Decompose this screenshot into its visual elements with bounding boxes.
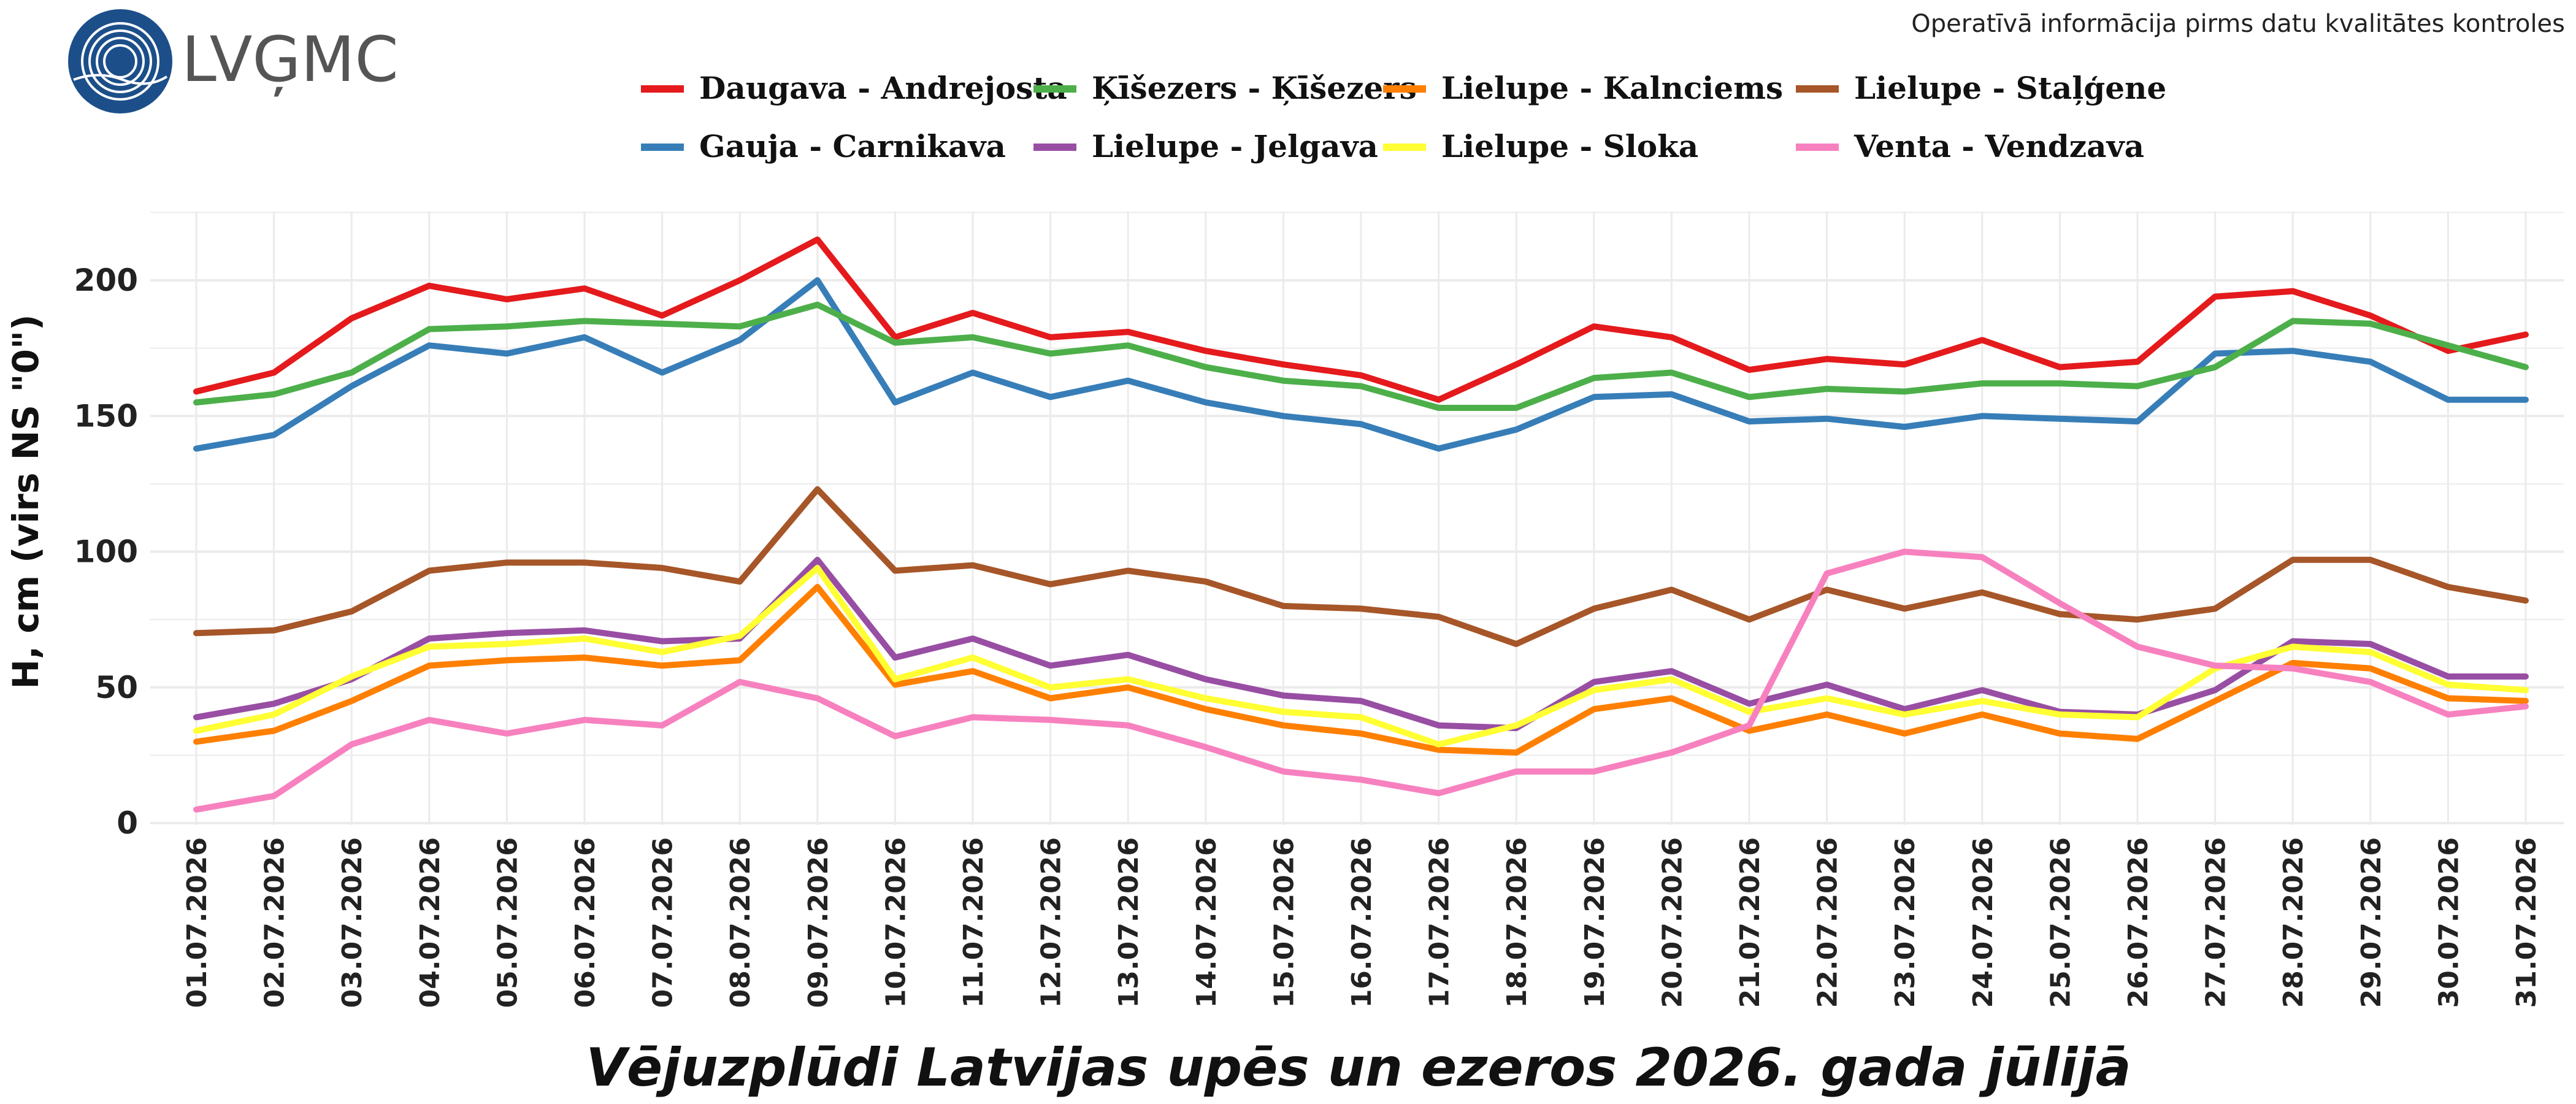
series-line — [193, 584, 2529, 756]
y-tick-label: 150 — [74, 398, 138, 434]
x-tick-label: 31.07.2026 — [2511, 837, 2542, 1008]
x-tick-label: 29.07.2026 — [2356, 837, 2387, 1008]
y-axis-ticks: 0 50 100 150 200 — [74, 263, 138, 841]
x-tick-label: 28.07.2026 — [2278, 837, 2309, 1008]
x-tick-label: 10.07.2026 — [880, 837, 911, 1008]
legend-item: Lielupe - Kalnciems — [1383, 70, 1783, 106]
y-tick-label: 0 — [117, 805, 138, 841]
x-tick-label: 25.07.2026 — [2045, 837, 2076, 1008]
x-tick-label: 30.07.2026 — [2433, 837, 2464, 1008]
y-axis-label: H, cm (virs NS "0") — [5, 314, 47, 689]
legend-item: Daugava - Andrejosta — [641, 70, 1067, 106]
legend-item: Lielupe - Jelgava — [1033, 128, 1378, 164]
x-tick-label: 02.07.2026 — [259, 837, 291, 1008]
series-line — [193, 565, 2529, 748]
legend-label: Gauja - Carnikava — [699, 128, 1006, 164]
x-tick-label: 11.07.2026 — [958, 837, 989, 1008]
y-tick-label: 50 — [95, 670, 138, 705]
x-tick-label: 20.07.2026 — [1657, 837, 1688, 1008]
x-tick-label: 04.07.2026 — [415, 837, 446, 1008]
legend-label: Lielupe - Jelgava — [1092, 128, 1378, 164]
x-tick-label: 16.07.2026 — [1346, 837, 1378, 1008]
logo-emblem-icon — [68, 9, 172, 113]
x-tick-label: 14.07.2026 — [1191, 837, 1222, 1008]
x-tick-label: 07.07.2026 — [648, 837, 679, 1008]
x-tick-label: 15.07.2026 — [1268, 837, 1300, 1008]
legend-item: Lielupe - Staļģene — [1796, 70, 2166, 106]
x-tick-label: 08.07.2026 — [725, 837, 756, 1008]
x-tick-label: 06.07.2026 — [570, 837, 601, 1008]
y-tick-label: 100 — [74, 534, 138, 570]
legend: Daugava - Andrejosta Gauja - Carnikava Ķīš… — [641, 70, 2166, 164]
x-tick-label: 05.07.2026 — [492, 837, 523, 1008]
x-tick-label: 26.07.2026 — [2123, 837, 2154, 1008]
x-tick-label: 23.07.2026 — [1890, 837, 1921, 1008]
x-tick-label: 21.07.2026 — [1735, 837, 1766, 1008]
legend-item: Gauja - Carnikava — [641, 128, 1006, 164]
x-axis-ticks: 01.07.2026 02.07.2026 03.07.2026 04.07.2026… — [182, 837, 2542, 1008]
series-line — [193, 548, 2529, 813]
x-tick-label: 24.07.2026 — [1968, 837, 1999, 1008]
x-tick-label: 03.07.2026 — [337, 837, 368, 1008]
x-tick-label: 18.07.2026 — [1501, 837, 1533, 1008]
x-tick-label: 01.07.2026 — [182, 837, 213, 1008]
x-tick-label: 17.07.2026 — [1424, 837, 1455, 1008]
legend-label: Daugava - Andrejosta — [699, 70, 1067, 106]
legend-item: Ķīšezers - Ķīšezers — [1033, 70, 1417, 106]
logo: LVĢMC — [68, 9, 399, 113]
data-quality-note: Operatīvā informācija pirms datu kvalitā… — [1911, 10, 2565, 38]
series-line — [193, 277, 2529, 452]
x-tick-label: 27.07.2026 — [2201, 837, 2232, 1008]
series-lines — [193, 236, 2529, 813]
series-line — [193, 301, 2529, 411]
legend-label: Lielupe - Staļģene — [1854, 70, 2166, 106]
legend-item: Lielupe - Sloka — [1383, 128, 1698, 164]
legend-label: Lielupe - Kalnciems — [1441, 70, 1783, 106]
series-line — [193, 236, 2529, 403]
chart-title: Vējuzplūdi Latvijas upēs un ezeros 2026.… — [586, 1037, 2131, 1098]
x-tick-label: 13.07.2026 — [1113, 837, 1144, 1008]
x-tick-label: 12.07.2026 — [1036, 837, 1067, 1008]
x-tick-label: 09.07.2026 — [803, 837, 834, 1008]
series-line — [193, 486, 2529, 647]
y-tick-label: 200 — [74, 263, 138, 298]
legend-item: Venta - Vendzava — [1796, 128, 2144, 164]
x-tick-label: 19.07.2026 — [1579, 837, 1611, 1008]
x-tick-label: 22.07.2026 — [1812, 837, 1844, 1008]
legend-label: Ķīšezers - Ķīšezers — [1092, 70, 1417, 106]
logo-text: LVĢMC — [182, 23, 399, 96]
legend-label: Venta - Vendzava — [1853, 128, 2144, 164]
grid — [150, 212, 2564, 825]
legend-label: Lielupe - Sloka — [1441, 128, 1698, 164]
